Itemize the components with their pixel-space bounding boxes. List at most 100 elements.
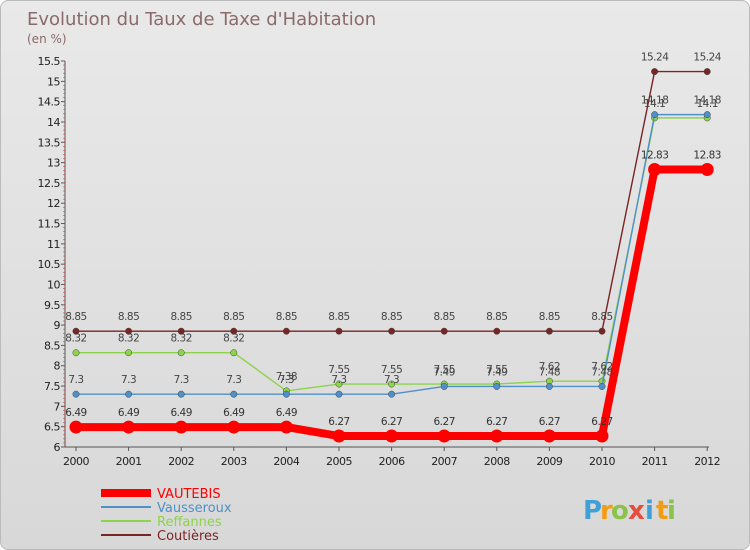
data-point-coutières xyxy=(230,327,238,335)
data-label-vautebis: 6.27 xyxy=(381,416,402,428)
data-point-coutières xyxy=(72,327,80,335)
y-tick-label: 6.5 xyxy=(44,421,60,434)
data-label-vautebis: 6.49 xyxy=(118,407,139,419)
data-point-coutières xyxy=(177,327,185,335)
data-label-reffannes: 7.62 xyxy=(539,361,560,373)
data-point-vautebis xyxy=(385,429,399,443)
data-label-vausseroux: 7.3 xyxy=(384,374,399,386)
logo-letter: r xyxy=(600,496,613,526)
x-tick-label: 2010 xyxy=(589,455,615,468)
logo-letter: i xyxy=(667,496,676,526)
data-label-coutières: 8.85 xyxy=(65,311,86,323)
data-label-coutières: 8.85 xyxy=(591,311,612,323)
x-tick-label: 2004 xyxy=(273,455,299,468)
data-label-vausseroux: 7.48 xyxy=(591,366,612,378)
legend-label-vausseroux: Vausseroux xyxy=(157,501,232,516)
y-tick-label: 11 xyxy=(47,238,60,251)
data-point-vausseroux xyxy=(651,111,659,119)
y-tick-label: 10 xyxy=(47,278,60,291)
data-label-vautebis: 6.49 xyxy=(276,407,297,419)
data-point-vausseroux xyxy=(440,383,448,390)
data-label-reffannes: 7.55 xyxy=(328,364,349,376)
data-label-reffannes: 8.32 xyxy=(223,333,244,345)
x-tick-label: 2000 xyxy=(63,455,89,468)
data-point-reffannes xyxy=(230,349,238,357)
data-point-coutières xyxy=(282,327,290,335)
logo-letter: t xyxy=(656,496,668,526)
data-point-vausseroux xyxy=(72,390,80,398)
data-point-reffannes xyxy=(388,380,396,388)
data-label-reffannes: 8.32 xyxy=(171,333,192,345)
chart-subtitle: (en %) xyxy=(27,32,67,46)
x-tick-label: 2006 xyxy=(379,455,405,468)
data-point-coutières xyxy=(598,327,606,335)
data-label-vautebis: 6.49 xyxy=(65,407,86,419)
data-label-vausseroux: 7.49 xyxy=(486,366,507,378)
data-label-vautebis: 12.83 xyxy=(693,149,721,161)
data-labels: 8.85 8.85 8.85 8.85 8.85 8.85 8.85 8.85 8.85 8.85… xyxy=(65,52,722,428)
y-tick-label: 11.5 xyxy=(38,218,61,231)
data-point-vausseroux xyxy=(230,390,238,398)
x-tick-label: 2007 xyxy=(431,455,457,468)
data-label-vautebis: 6.27 xyxy=(486,416,507,428)
data-point-coutières xyxy=(335,327,343,335)
data-label-reffannes: 7.55 xyxy=(434,364,455,376)
data-label-vautebis: 6.27 xyxy=(591,416,612,428)
axes: 6 6.5 7 7.5 8 8.5 9 9.5 10 10.5 11 11.5 12 12.5 13 13.5… xyxy=(38,55,721,468)
y-tick-label: 14.5 xyxy=(38,96,61,109)
x-tick-label: 2005 xyxy=(326,455,352,468)
data-point-coutières xyxy=(388,327,396,335)
data-point-vausseroux xyxy=(545,383,553,390)
data-point-vautebis xyxy=(437,429,451,443)
data-label-vautebis: 6.27 xyxy=(539,416,560,428)
y-tick-label: 12 xyxy=(47,197,60,210)
data-label-reffannes: 7.38 xyxy=(276,371,297,383)
legend-label-vautebis: VAUTEBIS xyxy=(157,487,221,502)
y-tick-label: 12.5 xyxy=(38,177,61,190)
data-label-vautebis: 6.49 xyxy=(223,407,244,419)
data-point-vautebis xyxy=(595,429,609,443)
data-label-vautebis: 12.83 xyxy=(641,149,669,161)
data-label-vausseroux: 7.48 xyxy=(539,366,560,378)
y-tick-label: 13 xyxy=(47,157,60,170)
data-label-reffannes: 7.55 xyxy=(486,364,507,376)
y-tick-label: 14 xyxy=(47,116,60,129)
logo-letter: i xyxy=(645,496,654,526)
data-label-reffannes: 8.32 xyxy=(118,333,139,345)
data-label-coutières: 8.85 xyxy=(276,311,297,323)
y-tick-label: 9 xyxy=(54,319,61,332)
data-point-vausseroux xyxy=(388,390,396,398)
data-label-coutières: 8.85 xyxy=(118,311,139,323)
data-point-reffannes xyxy=(72,349,80,357)
x-tick-label: 2011 xyxy=(642,455,668,468)
data-point-vautebis xyxy=(648,162,662,176)
data-point-vausseroux xyxy=(598,383,606,390)
data-label-coutières: 8.85 xyxy=(381,311,402,323)
data-label-coutières: 8.85 xyxy=(328,311,349,323)
data-label-reffannes: 8.32 xyxy=(65,333,86,345)
data-label-vausseroux: 7.3 xyxy=(279,374,294,386)
data-point-vausseroux xyxy=(177,390,185,398)
logo-letter: x xyxy=(628,496,645,526)
data-point-vausseroux xyxy=(703,111,711,119)
proxiti-logo: Pro x i ti xyxy=(583,496,676,526)
data-point-vautebis xyxy=(490,429,504,443)
data-point-coutières xyxy=(440,327,448,335)
logo-letter: P xyxy=(583,496,602,526)
data-point-vautebis xyxy=(700,162,714,176)
data-label-coutières: 15.24 xyxy=(641,52,669,64)
data-point-coutières xyxy=(545,327,553,335)
y-tick-label: 15 xyxy=(47,75,60,88)
y-tick-label: 7 xyxy=(54,400,61,413)
y-tick-label: 8 xyxy=(54,360,61,373)
data-label-vausseroux: 14.18 xyxy=(693,95,721,107)
y-tick-label: 13.5 xyxy=(38,136,61,149)
y-tick-label: 9.5 xyxy=(44,299,60,312)
x-tick-label: 2008 xyxy=(484,455,510,468)
x-tick-label: 2001 xyxy=(116,455,142,468)
data-label-vausseroux: 7.3 xyxy=(226,374,241,386)
data-point-reffannes xyxy=(177,349,185,357)
